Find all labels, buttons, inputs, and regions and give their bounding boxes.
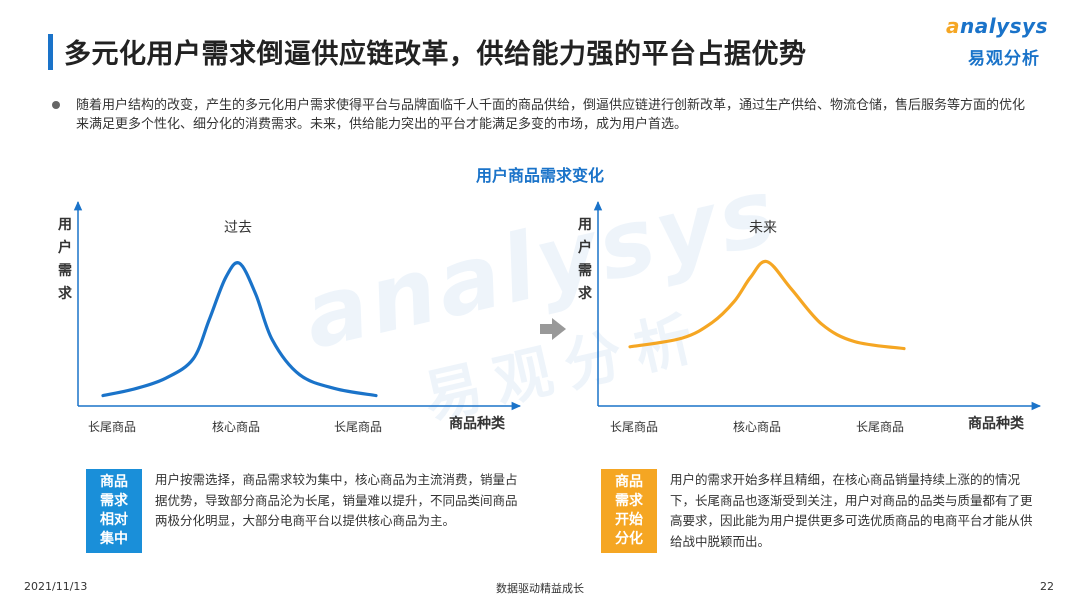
intro-paragraph: 随着用户结构的改变，产生的多元化用户需求使得平台与品牌面临千人千面的商品供给，倒…	[76, 98, 1026, 132]
page-number: 22	[1040, 580, 1054, 593]
left-summary-tag-text: 商品需求相对集中	[100, 474, 128, 547]
page-title: 多元化用户需求倒逼供应链改革，供给能力强的平台占据优势	[64, 39, 807, 70]
past-chart-title: 过去	[224, 220, 252, 236]
future-y-axis-label: 用户需求	[578, 217, 593, 302]
bullet-dot-icon	[52, 101, 60, 109]
analysys-logo: analysys 易观分析	[946, 14, 1056, 74]
footer-slogan: 数据驱动精益成长	[496, 582, 584, 595]
logo-wordmark: analysys	[946, 14, 1048, 38]
past-x-tick-label: 长尾商品	[88, 419, 136, 434]
future-x-tick-label: 长尾商品	[856, 419, 904, 434]
left-summary-tag: 商品需求相对集中	[86, 469, 142, 553]
right-summary-tag-text: 商品需求开始分化	[615, 474, 643, 547]
future-demand-curve	[628, 259, 906, 351]
transition-arrow-icon	[540, 318, 566, 340]
past-y-axis-label: 用户需求	[58, 217, 73, 302]
logo-wordmark-a: a	[946, 14, 960, 38]
future-chart-title: 未来	[749, 220, 777, 236]
footer-date: 2021/11/13	[24, 580, 88, 593]
future-x-tick-label: 长尾商品	[610, 419, 658, 434]
past-x-tick-label: 长尾商品	[334, 419, 382, 434]
past-x-tick-label: 核心商品	[212, 419, 260, 434]
left-description: 用户按需选择，商品需求较为集中，核心商品为主流消费，销量占据优势，导致部分商品沦…	[155, 472, 518, 528]
future-x-tick-label: 核心商品	[733, 419, 781, 434]
future-x-axis-label: 商品种类	[968, 415, 1025, 432]
chart-heading: 用户商品需求变化	[475, 166, 604, 185]
logo-chinese-name: 易观分析	[968, 49, 1040, 69]
past-x-axis-label: 商品种类	[449, 415, 506, 432]
title-accent-bar	[48, 34, 53, 70]
right-description: 用户的需求开始多样且精细，在核心商品销量持续上涨的的情况下，长尾商品也逐渐受到关…	[670, 472, 1033, 549]
right-summary-tag: 商品需求开始分化	[601, 469, 657, 553]
past-demand-curve	[101, 261, 378, 398]
logo-wordmark-rest: nalysys	[960, 14, 1048, 38]
